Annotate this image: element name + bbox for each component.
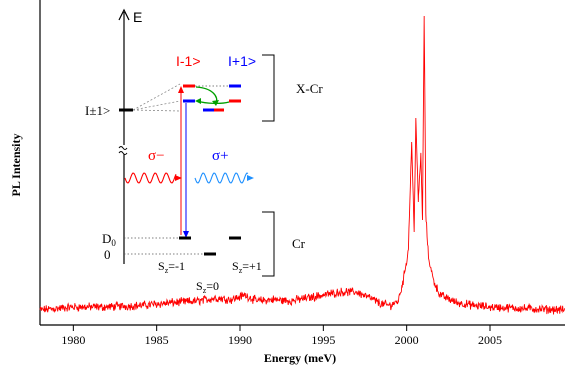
cr-bracket	[262, 211, 275, 277]
x-tick-label: 1995	[311, 333, 335, 347]
series-line-pl	[39, 15, 565, 315]
state-x-cr-label: I±1>	[85, 103, 110, 118]
x-tick-group: 1980 1985 1990 1995 2000 2005	[61, 325, 502, 347]
sz-plus-label: Sz=+1	[232, 259, 262, 275]
xcr-group-label: X-Cr	[296, 81, 323, 96]
photon-arrowhead-sigma-minus	[175, 175, 182, 181]
energy-axis-arrowhead	[118, 8, 130, 21]
sz-zero-label: Sz=0	[196, 279, 219, 295]
sigma-minus-arrowhead	[178, 86, 184, 93]
x-tick-label: 2000	[395, 333, 419, 347]
photon-arrowhead-sigma-plus	[247, 175, 254, 181]
d0-label: D0	[102, 231, 116, 248]
y-axis-label: PL Intensity	[9, 133, 23, 196]
axis-break-icon	[118, 146, 128, 155]
sigma-minus-label: σ−	[148, 148, 165, 164]
x-tick-label: 1990	[228, 333, 252, 347]
splitting-line-2	[132, 100, 181, 111]
photon-wave-sigma-plus	[194, 172, 249, 184]
energy-axis-label: E	[133, 9, 142, 25]
splitting-line-3	[132, 109, 181, 112]
cr-group-label: Cr	[292, 236, 306, 251]
energy-level-diagram: E I±1> I-1> I+1> σ− σ+	[85, 8, 323, 295]
x-tick-label: 1985	[145, 333, 169, 347]
x-tick-label: 2005	[478, 333, 502, 347]
state-plus-label: I+1>	[228, 53, 256, 69]
zero-level-label: 0	[104, 247, 111, 262]
sigma-plus-label: σ+	[212, 148, 229, 164]
relaxation-arrowhead-2	[195, 98, 201, 104]
x-tick-label: 1980	[61, 333, 85, 347]
sigma-plus-arrowhead	[183, 231, 189, 238]
x-axis-label: Energy (meV)	[264, 351, 336, 365]
sz-minus-label: Sz=-1	[158, 259, 185, 275]
photon-wave-sigma-minus	[124, 172, 177, 184]
state-minus-label: I-1>	[176, 53, 201, 69]
xcr-bracket	[262, 54, 275, 122]
splitting-line-1	[132, 83, 181, 111]
